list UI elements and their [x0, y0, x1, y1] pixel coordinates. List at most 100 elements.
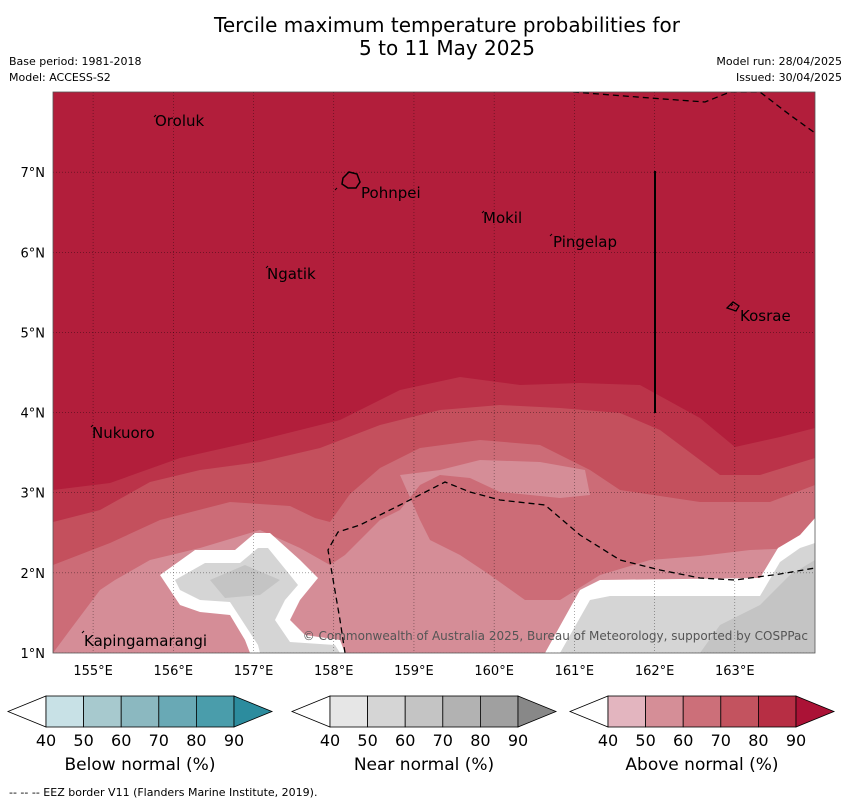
near-normal-east-patch: [700, 560, 815, 653]
colorbar-tick-label: 50: [357, 731, 377, 750]
model-name: Model: ACCESS-S2: [9, 71, 111, 84]
colorbar-tick-label: 50: [73, 731, 93, 750]
pohnpei-island-outline: [341, 171, 361, 189]
map-frame: [52, 91, 816, 654]
colorbar-segment: [442, 695, 481, 728]
eez-footnote: -- -- -- EEZ border V11 (Flanders Marine…: [9, 786, 318, 799]
lon-tick-label: 158°E: [314, 664, 354, 679]
place-marker: [81, 630, 85, 634]
colorbar-tick-label: 60: [673, 731, 693, 750]
colorbar-tick-label: 40: [36, 731, 56, 750]
place-label: Nukuoro: [92, 424, 155, 442]
colorbar-tick-label: 50: [635, 731, 655, 750]
place-label: Pingelap: [553, 233, 617, 251]
colorbar-tick-label: 80: [186, 731, 206, 750]
colorbar-underflow: [6, 695, 47, 728]
base-period: Base period: 1981-2018: [9, 55, 142, 68]
issued-date: Issued: 30/04/2025: [735, 71, 842, 84]
near-normal-label: Near normal (%): [353, 755, 495, 775]
lat-tick-label: 1°N: [21, 647, 46, 662]
kosrae-island-outline: [725, 301, 740, 312]
lon-tick-label: 155°E: [73, 664, 113, 679]
place-marker: [153, 114, 157, 118]
colorbar: 40 50 60 70 80 90: [6, 695, 274, 750]
colorbar-segment: [720, 695, 759, 728]
lat-tick-label: 4°N: [21, 407, 46, 422]
above-normal-60-patch: [53, 602, 70, 634]
place-label: Kapingamarangi: [84, 632, 207, 650]
colorbar-segment: [195, 695, 235, 728]
below-normal-label: Below normal (%): [64, 755, 216, 775]
place-marker: [90, 424, 94, 428]
colorbar-segment: [45, 695, 84, 728]
place-marker: [730, 303, 734, 307]
near-normal-40-zone: [175, 548, 340, 653]
place-marker: [334, 187, 338, 191]
place-marker: [265, 265, 269, 269]
lat-tick-label: 2°N: [21, 567, 46, 582]
colorbar-segment: [158, 695, 197, 728]
meta-left: Base period: 1981-2018 Model: ACCESS-S2: [9, 54, 141, 86]
lat-tick-label: 5°N: [21, 326, 46, 341]
colorbar-overflow: [517, 695, 558, 728]
model-run: Model run: 28/04/2025: [716, 55, 842, 68]
colorbar-tick-label: 90: [224, 731, 244, 750]
colorbar-tick-label: 60: [111, 731, 131, 750]
lon-tick-label: 161°E: [555, 664, 595, 679]
colorbar-segment: [83, 695, 122, 728]
lat-tick-label: 3°N: [21, 487, 46, 502]
place-labels: Oroluk Pohnpei Mokil Pingelap Ngatik Kosrae Nu…: [81, 112, 791, 650]
place-marker: [549, 233, 553, 237]
lon-tick-label: 162°E: [635, 664, 675, 679]
lon-tick-label: 156°E: [154, 664, 194, 679]
colorbar: 40 50 60 70 80 90: [290, 695, 558, 750]
axis-labels: 155°E 156°E 157°E 158°E 159°E 160°E 161°E 162°E…: [21, 166, 755, 679]
colorbar-underflow: [290, 695, 331, 728]
colorbar-tick-label: 70: [149, 731, 169, 750]
place-label: Mokil: [483, 209, 522, 227]
colorbar-segment: [367, 695, 406, 728]
title-line-1: Tercile maximum temperature probabilitie…: [214, 13, 680, 37]
colorbar-tick-label: 80: [748, 731, 768, 750]
chart-title: Tercile maximum temperature probabilitie…: [0, 14, 850, 60]
colorbar-segment: [758, 695, 797, 728]
colorbar-overflow: [795, 695, 836, 728]
place-label: Ngatik: [267, 265, 316, 283]
lat-tick-label: 6°N: [21, 246, 46, 261]
colorbar-tick-label: 70: [711, 731, 731, 750]
colorbar-segment: [329, 695, 368, 728]
colorbar-tick-label: 90: [508, 731, 528, 750]
colorbar-overflow: [233, 695, 274, 728]
near-normal-50-patch: [210, 565, 280, 598]
copyright-notice: © Commonwealth of Australia 2025, Bureau…: [303, 629, 808, 643]
place-marker: [481, 210, 485, 214]
colorbar: 40 50 60 70 80 90: [568, 695, 836, 750]
place-label: Pohnpei: [361, 184, 421, 202]
lon-tick-label: 163°E: [715, 664, 755, 679]
colorbar-segment: [607, 695, 646, 728]
meta-right: Model run: 28/04/2025 Issued: 30/04/2025: [716, 54, 842, 86]
colorbar-segment: [645, 695, 684, 728]
place-label: Kosrae: [740, 307, 791, 325]
eez-border-south: [327, 481, 815, 653]
colorbar-tick-label: 70: [433, 731, 453, 750]
lon-tick-label: 159°E: [394, 664, 434, 679]
colorbar-tick-label: 60: [395, 731, 415, 750]
colorbar-segment: [404, 695, 444, 728]
colorbar-tick-label: 90: [786, 731, 806, 750]
colorbar-tick-label: 40: [598, 731, 618, 750]
above-normal-label: Above normal (%): [625, 755, 779, 775]
lon-tick-label: 157°E: [234, 664, 274, 679]
colorbars: 40 50 60 70 80 90 40 50 60 70 80 90 40 50 60 70 80 90: [6, 695, 836, 750]
lon-tick-label: 160°E: [474, 664, 514, 679]
colorbar-segment: [120, 695, 160, 728]
colorbar-segment: [479, 695, 519, 728]
title-line-2: 5 to 11 May 2025: [359, 36, 535, 60]
map-area: Oroluk Pohnpei Mokil Pingelap Ngatik Kosrae Nu…: [53, 92, 815, 653]
lat-tick-label: 7°N: [21, 166, 46, 181]
place-label: Oroluk: [155, 112, 204, 130]
colorbar-tick-label: 80: [470, 731, 490, 750]
colorbar-segment: [682, 695, 722, 728]
colorbar-underflow: [568, 695, 609, 728]
